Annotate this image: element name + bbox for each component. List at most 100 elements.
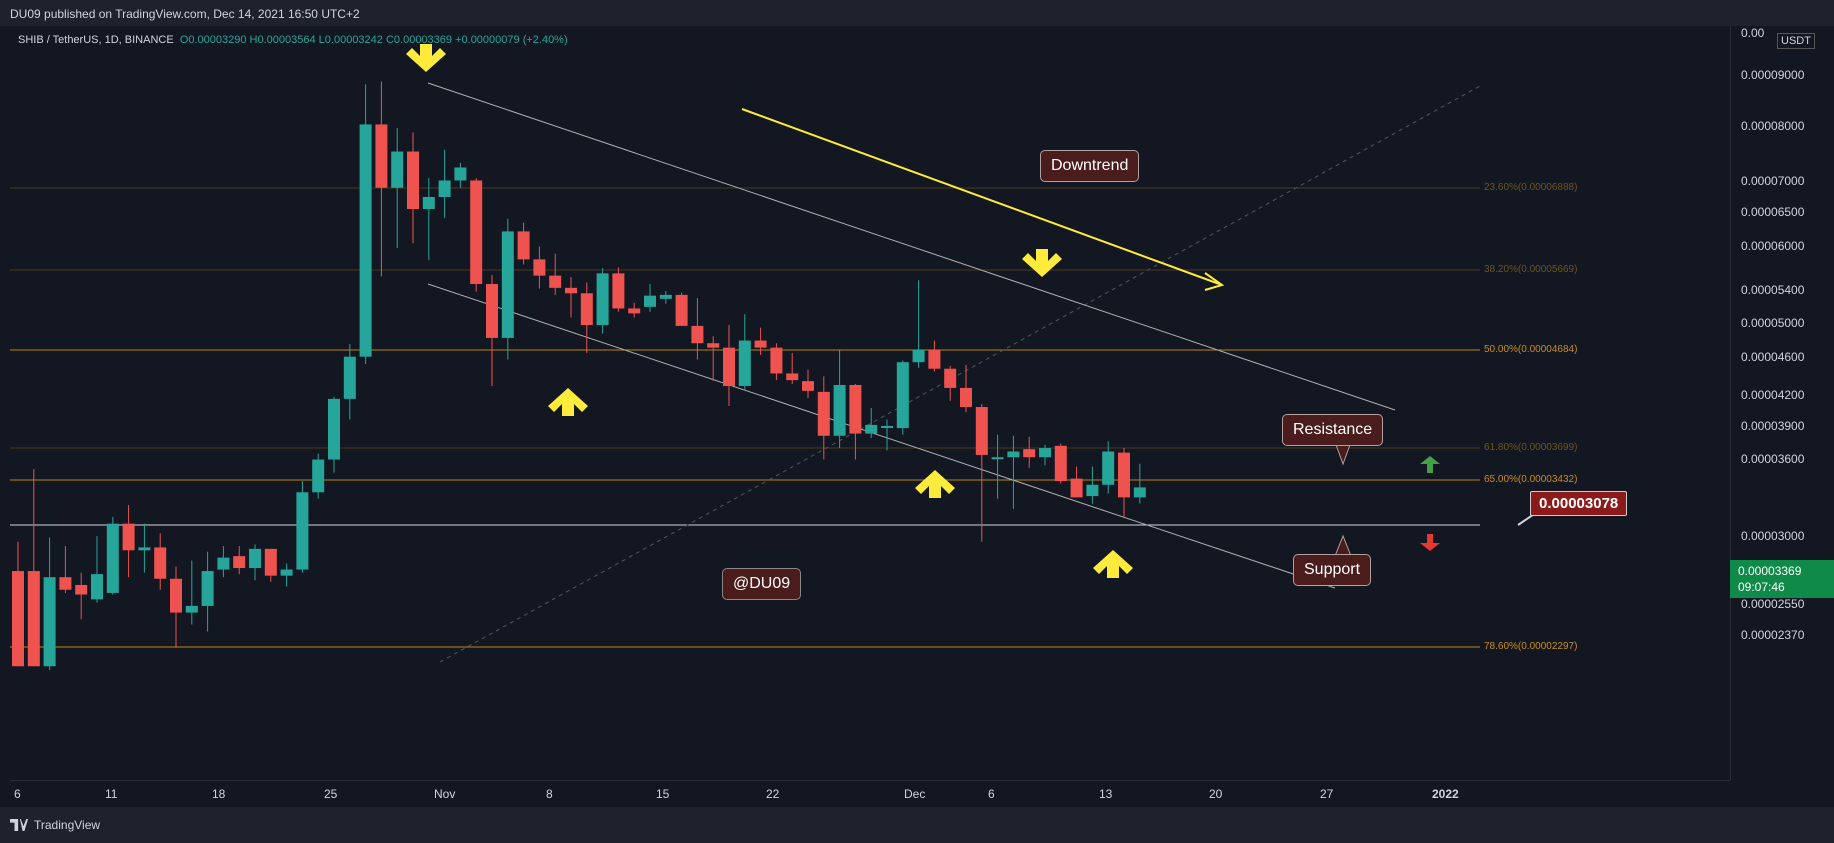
candle-body <box>928 349 941 369</box>
candle-body <box>422 196 435 210</box>
candle-body <box>1102 451 1115 485</box>
time-tick: 8 <box>546 787 553 801</box>
change-value: +0.00000079 (+2.40%) <box>455 34 568 46</box>
time-tick: 18 <box>212 787 226 801</box>
price-tick: 0.00002370 <box>1741 628 1805 642</box>
price-tick: 0.00003600 <box>1741 452 1805 466</box>
candle-body <box>675 294 688 326</box>
candle-body <box>770 347 783 374</box>
price-tick: 0.00009000 <box>1741 68 1805 82</box>
candle-body <box>91 574 103 600</box>
candle-body <box>27 571 40 667</box>
candle-body <box>233 556 246 569</box>
candle-body <box>912 349 925 363</box>
candle-body <box>549 275 562 288</box>
resistance-callout: Resistance <box>1282 414 1384 446</box>
candle-body <box>1054 445 1067 482</box>
candle-body <box>833 384 846 436</box>
candle-body <box>944 368 957 388</box>
candlestick-chart <box>10 44 1541 671</box>
candle-body <box>296 492 309 570</box>
candle-body <box>1086 484 1099 497</box>
fib-label-78: 78.60%(0.00002297) <box>1484 641 1578 652</box>
current-price-badge: 0.00003369 09:07:46 <box>1730 560 1834 598</box>
price-tag-label: 0.00003078 <box>1530 491 1628 516</box>
bar-countdown: 09:07:46 <box>1738 580 1785 594</box>
top-bar: DU09 published on TradingView.com, Dec 1… <box>0 0 1834 26</box>
candle-body <box>849 384 862 434</box>
candle-body <box>359 124 372 357</box>
price-axis-top-label: 0.00 <box>1741 26 1765 40</box>
time-tick: 13 <box>1099 787 1113 801</box>
candle-body <box>501 231 514 338</box>
time-tick: 15 <box>656 787 670 801</box>
fib-label-38: 38.20%(0.00005669) <box>1484 264 1578 275</box>
candle-body <box>517 231 530 260</box>
downtrend-arrowhead <box>1204 272 1225 291</box>
support-callout: Support <box>1293 554 1372 586</box>
candle-body <box>343 356 356 399</box>
candle-body <box>375 124 388 188</box>
candle-body <box>533 259 546 276</box>
candle-body <box>754 340 767 348</box>
price-tick: 0.00008000 <box>1741 119 1805 133</box>
candle-body <box>707 343 720 348</box>
fib-label-23: 23.60%(0.00006888) <box>1484 182 1578 193</box>
price-tick: 0.00007000 <box>1741 174 1805 188</box>
candle-body <box>1070 478 1083 498</box>
candle-body <box>691 325 704 344</box>
time-tick: 11 <box>105 787 118 801</box>
candle-body <box>59 577 72 590</box>
up-arrow-icon <box>915 470 955 498</box>
price-tick: 0.00006500 <box>1741 205 1805 219</box>
time-axis[interactable]: 6 11 18 25 Nov 8 15 22 Dec 6 13 20 27 2022 <box>10 780 1730 808</box>
low-value: L0.00003242 <box>318 34 383 46</box>
candle-body <box>1133 487 1146 498</box>
candle-body <box>975 407 988 455</box>
candle-body <box>991 457 1004 460</box>
publisher-info: DU09 published on TradingView.com, Dec 1… <box>10 7 360 21</box>
candle-body <box>580 293 593 326</box>
price-axis[interactable]: 0.00 0.00009000 0.00008000 0.00007000 0.000… <box>1730 26 1834 780</box>
price-tick: 0.00006000 <box>1741 239 1805 253</box>
candle-body <box>659 294 672 299</box>
channel-lower-line <box>427 283 1336 589</box>
high-value: H0.00003564 <box>249 34 316 46</box>
price-tick: 0.00003000 <box>1741 529 1805 543</box>
candle-body <box>328 398 340 460</box>
candle-body <box>738 340 751 386</box>
candle-body <box>865 424 878 434</box>
chart-area[interactable]: SHIB / TetherUS, 1D, BINANCE O0.00003290… <box>10 26 1730 780</box>
candle-body <box>960 387 972 408</box>
time-tick: 6 <box>988 787 995 801</box>
red-down-arrow-icon <box>1420 534 1440 551</box>
candle-body <box>391 151 404 188</box>
tradingview-brand[interactable]: TradingView <box>10 818 100 832</box>
candle-body <box>185 605 198 613</box>
candle-body <box>470 180 483 284</box>
downtrend-callout: Downtrend <box>1040 150 1140 182</box>
currency-badge[interactable]: USDT <box>1777 33 1815 49</box>
candle-body <box>486 283 498 338</box>
candle-body <box>596 273 609 326</box>
candle-body <box>565 287 577 294</box>
fib-label-65: 65.00%(0.00003432) <box>1484 474 1578 485</box>
candle-body <box>217 557 230 570</box>
time-tick: 25 <box>324 787 338 801</box>
time-tick: 27 <box>1320 787 1334 801</box>
time-tick: 22 <box>766 787 780 801</box>
up-arrow-icon <box>548 388 588 416</box>
tradingview-logo-icon <box>10 819 28 831</box>
candle-body <box>612 273 625 309</box>
candle-body <box>644 295 656 307</box>
candle-body <box>817 391 830 436</box>
candle-body <box>786 373 799 381</box>
candle-body <box>280 569 293 576</box>
candle-body <box>896 362 909 429</box>
candles-group <box>12 81 1146 671</box>
symbol-name: SHIB / TetherUS, 1D, BINANCE <box>18 34 174 46</box>
author-watermark: @DU09 <box>722 568 802 600</box>
brand-name: TradingView <box>34 818 101 832</box>
up-arrow-icon <box>1093 550 1133 578</box>
diagonal-dashed-line <box>439 85 1481 663</box>
